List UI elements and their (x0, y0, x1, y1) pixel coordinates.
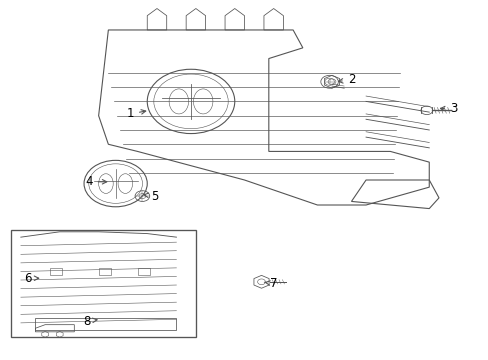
Text: 6: 6 (24, 272, 39, 285)
Text: 7: 7 (264, 277, 277, 290)
Text: 5: 5 (143, 190, 158, 203)
Text: 1: 1 (126, 107, 145, 120)
Text: 8: 8 (82, 315, 97, 328)
Text: 2: 2 (338, 73, 354, 86)
Text: 3: 3 (440, 102, 456, 115)
Text: 4: 4 (85, 175, 106, 188)
